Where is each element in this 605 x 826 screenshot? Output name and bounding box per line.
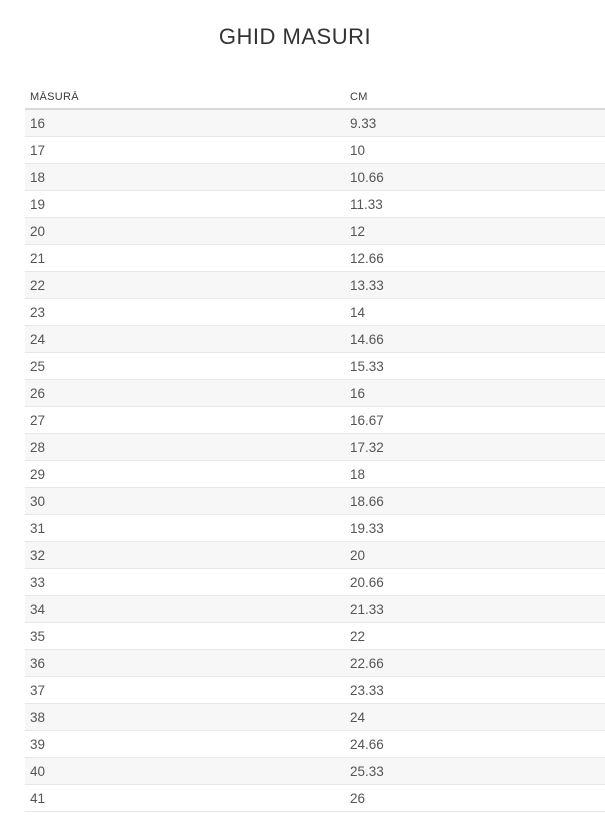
size-cell: 40 (30, 763, 46, 779)
cm-cell: 23.33 (350, 682, 384, 698)
size-cell: 21 (30, 250, 46, 266)
table-row: 31 19.33 (25, 515, 605, 542)
table-row: 21 12.66 (25, 245, 605, 272)
page-title: GHID MASURI (218, 24, 372, 49)
table-row: 18 10.66 (25, 164, 605, 191)
size-guide-table: MĂSURĂ CM 16 9.33 17 10 18 10.66 (25, 86, 605, 812)
size-cell: 37 (30, 682, 46, 698)
table-row: 20 12 (25, 218, 605, 245)
cm-cell: 20.66 (350, 574, 384, 590)
cm-cell: 16 (350, 385, 366, 401)
table-row: 34 21.33 (25, 596, 605, 623)
cm-cell: 15.33 (350, 358, 384, 374)
table-row: 35 22 (25, 623, 605, 650)
cm-cell: 10 (350, 142, 366, 158)
size-cell: 33 (30, 574, 46, 590)
size-cell: 30 (30, 493, 46, 509)
cm-cell: 9.33 (350, 115, 377, 131)
cm-cell: 20 (350, 547, 366, 563)
cm-cell: 16.67 (350, 412, 384, 428)
cm-cell: 25.33 (350, 763, 384, 779)
size-cell: 27 (30, 412, 46, 428)
size-cell: 29 (30, 466, 46, 482)
cm-cell: 24.66 (350, 736, 384, 752)
table-row: 17 10 (25, 137, 605, 164)
size-cell: 28 (30, 439, 46, 455)
cm-cell: 14.66 (350, 331, 384, 347)
table-row: 24 14.66 (25, 326, 605, 353)
table-row: 40 25.33 (25, 758, 605, 785)
cm-cell: 24 (350, 709, 366, 725)
cm-cell: 17.32 (350, 439, 384, 455)
table-header-row: MĂSURĂ CM (25, 86, 605, 110)
table-row: 37 23.33 (25, 677, 605, 704)
size-cell: 16 (30, 115, 46, 131)
cm-cell: 21.33 (350, 601, 384, 617)
size-cell: 24 (30, 331, 46, 347)
size-cell: 31 (30, 520, 46, 536)
table-row: 39 24.66 (25, 731, 605, 758)
cm-cell: 10.66 (350, 169, 384, 185)
table-row: 38 24 (25, 704, 605, 731)
size-cell: 23 (30, 304, 46, 320)
size-cell: 25 (30, 358, 46, 374)
size-cell: 34 (30, 601, 46, 617)
table-row: 29 18 (25, 461, 605, 488)
table-row: 41 26 (25, 785, 605, 812)
table-body: 16 9.33 17 10 18 10.66 19 11.33 (25, 110, 605, 812)
size-cell: 18 (30, 169, 46, 185)
size-cell: 39 (30, 736, 46, 752)
cm-cell: 12 (350, 223, 366, 239)
table-row: 19 11.33 (25, 191, 605, 218)
table-row: 26 16 (25, 380, 605, 407)
cm-cell: 12.66 (350, 250, 384, 266)
size-cell: 41 (30, 790, 46, 806)
cm-cell: 18.66 (350, 493, 384, 509)
size-cell: 22 (30, 277, 46, 293)
table-row: 30 18.66 (25, 488, 605, 515)
cm-column-header: CM (350, 91, 368, 103)
size-cell: 19 (30, 196, 46, 212)
table-row: 28 17.32 (25, 434, 605, 461)
size-cell: 32 (30, 547, 46, 563)
cm-cell: 26 (350, 790, 366, 806)
size-cell: 35 (30, 628, 46, 644)
table-row: 36 22.66 (25, 650, 605, 677)
table-row: 33 20.66 (25, 569, 605, 596)
size-cell: 20 (30, 223, 46, 239)
table-row: 23 14 (25, 299, 605, 326)
size-cell: 38 (30, 709, 46, 725)
table-row: 16 9.33 (25, 110, 605, 137)
size-cell: 36 (30, 655, 46, 671)
cm-cell: 22.66 (350, 655, 384, 671)
size-column-header: MĂSURĂ (30, 91, 79, 103)
cm-cell: 22 (350, 628, 366, 644)
size-cell: 26 (30, 385, 46, 401)
table-row: 32 20 (25, 542, 605, 569)
cm-cell: 11.33 (350, 196, 383, 212)
table-row: 22 13.33 (25, 272, 605, 299)
cm-cell: 13.33 (350, 277, 384, 293)
table-row: 27 16.67 (25, 407, 605, 434)
cm-cell: 19.33 (350, 520, 384, 536)
table-row: 25 15.33 (25, 353, 605, 380)
cm-cell: 14 (350, 304, 366, 320)
size-cell: 17 (30, 142, 46, 158)
cm-cell: 18 (350, 466, 366, 482)
